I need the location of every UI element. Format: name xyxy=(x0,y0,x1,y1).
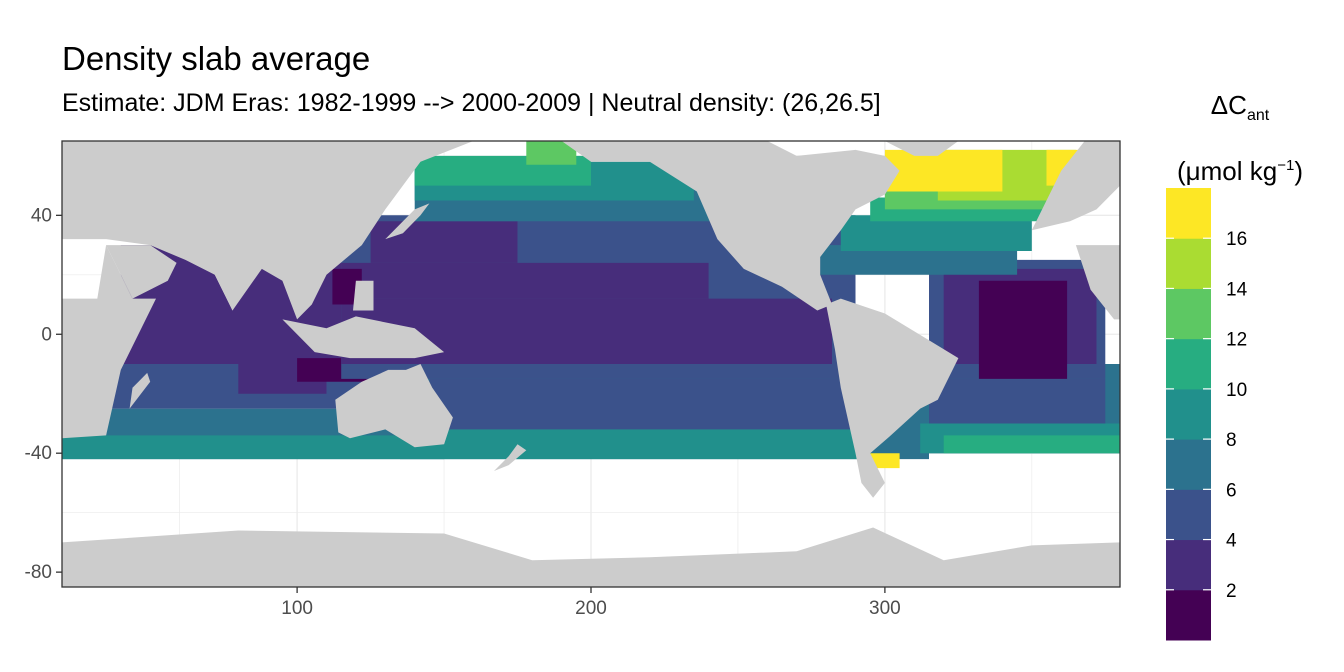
x-tick-label: 100 xyxy=(281,598,313,619)
legend-unit-close: ) xyxy=(1294,156,1303,186)
legend-unit-text: (μmol kg xyxy=(1177,156,1278,186)
ocean-band xyxy=(929,378,1106,424)
antarctica-land xyxy=(62,527,1120,587)
x-tick-label: 200 xyxy=(575,598,607,619)
legend-swatch xyxy=(1166,539,1211,591)
legend-colorbar xyxy=(1166,188,1211,641)
x-tick-label: 300 xyxy=(869,598,901,619)
legend-tick-label: 4 xyxy=(1226,531,1237,552)
ocean-band xyxy=(820,245,1018,275)
ocean-band xyxy=(332,268,362,305)
legend-tick-label: 6 xyxy=(1226,480,1237,501)
legend-tick-label: 12 xyxy=(1226,330,1247,351)
legend-tick-label: 8 xyxy=(1226,430,1237,451)
legend-swatch xyxy=(1166,589,1211,641)
legend-title-symbol: ΔCant xyxy=(1160,80,1320,141)
legend-tick-label: 14 xyxy=(1226,279,1248,300)
north-america-land xyxy=(561,141,900,311)
legend-symbol-subscript: ant xyxy=(1246,107,1270,124)
legend-tick-label: 2 xyxy=(1226,581,1237,602)
y-axis: 40 0 -40 -80 xyxy=(25,205,62,583)
ocean-band xyxy=(429,378,856,430)
legend-swatch xyxy=(1166,338,1211,390)
ocean-band xyxy=(341,262,709,299)
legend-symbol-text: ΔC xyxy=(1210,90,1247,120)
ocean-band xyxy=(62,435,400,460)
legend-ticks: 2 4 6 8 10 12 14 16 xyxy=(1166,229,1248,602)
ocean-band xyxy=(840,215,1032,251)
y-tick-label: -80 xyxy=(25,562,52,583)
india-land xyxy=(197,251,262,311)
legend-swatch xyxy=(1166,439,1211,490)
eurasia-land xyxy=(62,141,474,320)
y-tick-label: 40 xyxy=(31,205,52,226)
y-tick-label: -40 xyxy=(25,443,52,464)
y-tick-label: 0 xyxy=(41,324,52,345)
ocean-band xyxy=(978,280,1068,379)
west-africa-land xyxy=(1075,245,1120,320)
chart-subtitle: Estimate: JDM Eras: 1982-1999 --> 2000-2… xyxy=(62,89,881,117)
africa-land xyxy=(62,245,156,439)
greenland-land xyxy=(884,141,959,156)
indonesia-land xyxy=(282,316,445,359)
philippines-land xyxy=(353,280,374,311)
legend-title-unit: (μmol kg−1) xyxy=(1160,141,1320,196)
chart-title: Density slab average xyxy=(62,40,371,77)
ocean-band xyxy=(884,149,1003,192)
south-america-land xyxy=(826,298,959,498)
arabia-land xyxy=(106,245,177,299)
ocean-band xyxy=(870,453,900,469)
x-axis: 100 200 300 xyxy=(281,587,901,619)
ocean-band xyxy=(370,221,518,263)
madagascar-land xyxy=(129,372,151,409)
ocean-band xyxy=(526,141,577,165)
legend-swatch xyxy=(1166,238,1211,289)
ocean-band xyxy=(943,435,1120,454)
ocean-band xyxy=(341,298,832,364)
europe-africa-east-land xyxy=(1031,141,1120,231)
legend-tick-label: 10 xyxy=(1226,380,1247,401)
legend-title: ΔCant (μmol kg−1) xyxy=(1160,80,1320,196)
australia-land xyxy=(335,364,453,448)
legend-tick-label: 16 xyxy=(1226,229,1247,250)
legend-swatch xyxy=(1166,188,1211,239)
legend-swatch xyxy=(1166,489,1211,541)
legend-unit-superscript: −1 xyxy=(1277,157,1295,174)
land-masses xyxy=(62,141,1120,587)
japan-land xyxy=(385,203,430,240)
legend-swatch xyxy=(1166,288,1211,340)
legend-swatch xyxy=(1166,388,1211,440)
new-zealand-land xyxy=(494,444,527,471)
ocean-band xyxy=(400,429,871,460)
